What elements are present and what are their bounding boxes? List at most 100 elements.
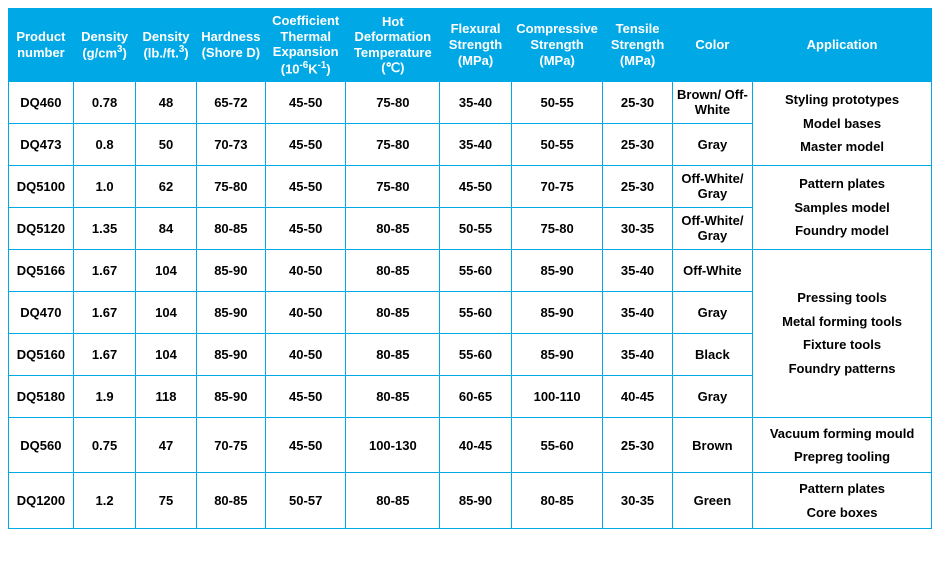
table-row: DQ4600.784865-7245-5075-8035-4050-5525-3… xyxy=(9,81,932,123)
cell-flexural: 55-60 xyxy=(440,249,512,291)
th-coeff: Coefficient Thermal Expansion (10-6K-1) xyxy=(265,9,345,82)
cell-hardness: 85-90 xyxy=(196,291,265,333)
cell-product: DQ473 xyxy=(9,123,74,165)
cell-hot: 80-85 xyxy=(346,375,440,417)
cell-compressive: 80-85 xyxy=(511,473,603,529)
cell-coeff: 45-50 xyxy=(265,81,345,123)
table-header: Product number Density (g/cm3) Density (… xyxy=(9,9,932,82)
cell-tensile: 30-35 xyxy=(603,207,672,249)
cell-color: Gray xyxy=(672,123,752,165)
cell-coeff: 50-57 xyxy=(265,473,345,529)
cell-hot: 75-80 xyxy=(346,123,440,165)
cell-flexural: 85-90 xyxy=(440,473,512,529)
cell-density-lb: 50 xyxy=(136,123,196,165)
cell-density-lb: 104 xyxy=(136,291,196,333)
cell-coeff: 45-50 xyxy=(265,123,345,165)
cell-color: Black xyxy=(672,333,752,375)
cell-compressive: 85-90 xyxy=(511,291,603,333)
table-body: DQ4600.784865-7245-5075-8035-4050-5525-3… xyxy=(9,81,932,529)
cell-compressive: 50-55 xyxy=(511,123,603,165)
cell-compressive: 50-55 xyxy=(511,81,603,123)
cell-application: Styling prototypesModel basesMaster mode… xyxy=(753,81,932,165)
cell-hot: 80-85 xyxy=(346,249,440,291)
cell-density-lb: 104 xyxy=(136,249,196,291)
cell-density-lb: 104 xyxy=(136,333,196,375)
cell-product: DQ5180 xyxy=(9,375,74,417)
cell-flexural: 60-65 xyxy=(440,375,512,417)
cell-coeff: 40-50 xyxy=(265,333,345,375)
cell-color: Gray xyxy=(672,375,752,417)
th-application: Application xyxy=(753,9,932,82)
cell-density-lb: 62 xyxy=(136,165,196,207)
cell-color: Gray xyxy=(672,291,752,333)
cell-density-g: 1.2 xyxy=(73,473,136,529)
cell-hot: 100-130 xyxy=(346,417,440,473)
cell-flexural: 45-50 xyxy=(440,165,512,207)
cell-density-g: 0.8 xyxy=(73,123,136,165)
cell-density-lb: 84 xyxy=(136,207,196,249)
cell-density-g: 1.67 xyxy=(73,249,136,291)
cell-color: Brown xyxy=(672,417,752,473)
cell-hardness: 85-90 xyxy=(196,333,265,375)
cell-flexural: 55-60 xyxy=(440,291,512,333)
cell-density-g: 0.78 xyxy=(73,81,136,123)
cell-tensile: 25-30 xyxy=(603,165,672,207)
th-hardness: Hardness (Shore D) xyxy=(196,9,265,82)
cell-density-lb: 118 xyxy=(136,375,196,417)
cell-flexural: 55-60 xyxy=(440,333,512,375)
table-row: DQ5600.754770-7545-50100-13040-4555-6025… xyxy=(9,417,932,473)
th-color: Color xyxy=(672,9,752,82)
table-row: DQ51661.6710485-9040-5080-8555-6085-9035… xyxy=(9,249,932,291)
cell-coeff: 40-50 xyxy=(265,249,345,291)
cell-hardness: 80-85 xyxy=(196,207,265,249)
cell-compressive: 55-60 xyxy=(511,417,603,473)
cell-coeff: 45-50 xyxy=(265,417,345,473)
cell-hardness: 85-90 xyxy=(196,249,265,291)
cell-density-g: 1.0 xyxy=(73,165,136,207)
cell-product: DQ560 xyxy=(9,417,74,473)
cell-hot: 80-85 xyxy=(346,207,440,249)
cell-density-lb: 47 xyxy=(136,417,196,473)
cell-color: Off-White/ Gray xyxy=(672,165,752,207)
materials-table: Product number Density (g/cm3) Density (… xyxy=(8,8,932,529)
cell-product: DQ460 xyxy=(9,81,74,123)
cell-application: Vacuum forming mouldPrepreg tooling xyxy=(753,417,932,473)
cell-hardness: 75-80 xyxy=(196,165,265,207)
cell-compressive: 85-90 xyxy=(511,249,603,291)
cell-tensile: 35-40 xyxy=(603,291,672,333)
cell-density-g: 1.67 xyxy=(73,291,136,333)
cell-flexural: 40-45 xyxy=(440,417,512,473)
cell-application: Pattern platesSamples modelFoundry model xyxy=(753,165,932,249)
cell-tensile: 35-40 xyxy=(603,333,672,375)
cell-density-g: 1.67 xyxy=(73,333,136,375)
cell-product: DQ5100 xyxy=(9,165,74,207)
cell-flexural: 35-40 xyxy=(440,81,512,123)
cell-application: Pattern platesCore boxes xyxy=(753,473,932,529)
cell-coeff: 40-50 xyxy=(265,291,345,333)
cell-density-g: 0.75 xyxy=(73,417,136,473)
th-product: Product number xyxy=(9,9,74,82)
th-tensile: Tensile Strength (MPa) xyxy=(603,9,672,82)
cell-tensile: 25-30 xyxy=(603,81,672,123)
cell-density-g: 1.35 xyxy=(73,207,136,249)
cell-hardness: 70-75 xyxy=(196,417,265,473)
cell-tensile: 35-40 xyxy=(603,249,672,291)
cell-density-lb: 48 xyxy=(136,81,196,123)
cell-application: Pressing toolsMetal forming toolsFixture… xyxy=(753,249,932,417)
th-density-lb: Density (lb./ft.3) xyxy=(136,9,196,82)
cell-hot: 75-80 xyxy=(346,81,440,123)
cell-compressive: 75-80 xyxy=(511,207,603,249)
cell-product: DQ5166 xyxy=(9,249,74,291)
cell-flexural: 50-55 xyxy=(440,207,512,249)
cell-product: DQ1200 xyxy=(9,473,74,529)
cell-tensile: 30-35 xyxy=(603,473,672,529)
cell-product: DQ470 xyxy=(9,291,74,333)
cell-tensile: 40-45 xyxy=(603,375,672,417)
cell-color: Brown/ Off-White xyxy=(672,81,752,123)
cell-hot: 80-85 xyxy=(346,333,440,375)
th-compressive: Compressive Strength (MPa) xyxy=(511,9,603,82)
cell-hot: 80-85 xyxy=(346,291,440,333)
cell-hardness: 70-73 xyxy=(196,123,265,165)
th-density-g: Density (g/cm3) xyxy=(73,9,136,82)
cell-color: Off-White/ Gray xyxy=(672,207,752,249)
